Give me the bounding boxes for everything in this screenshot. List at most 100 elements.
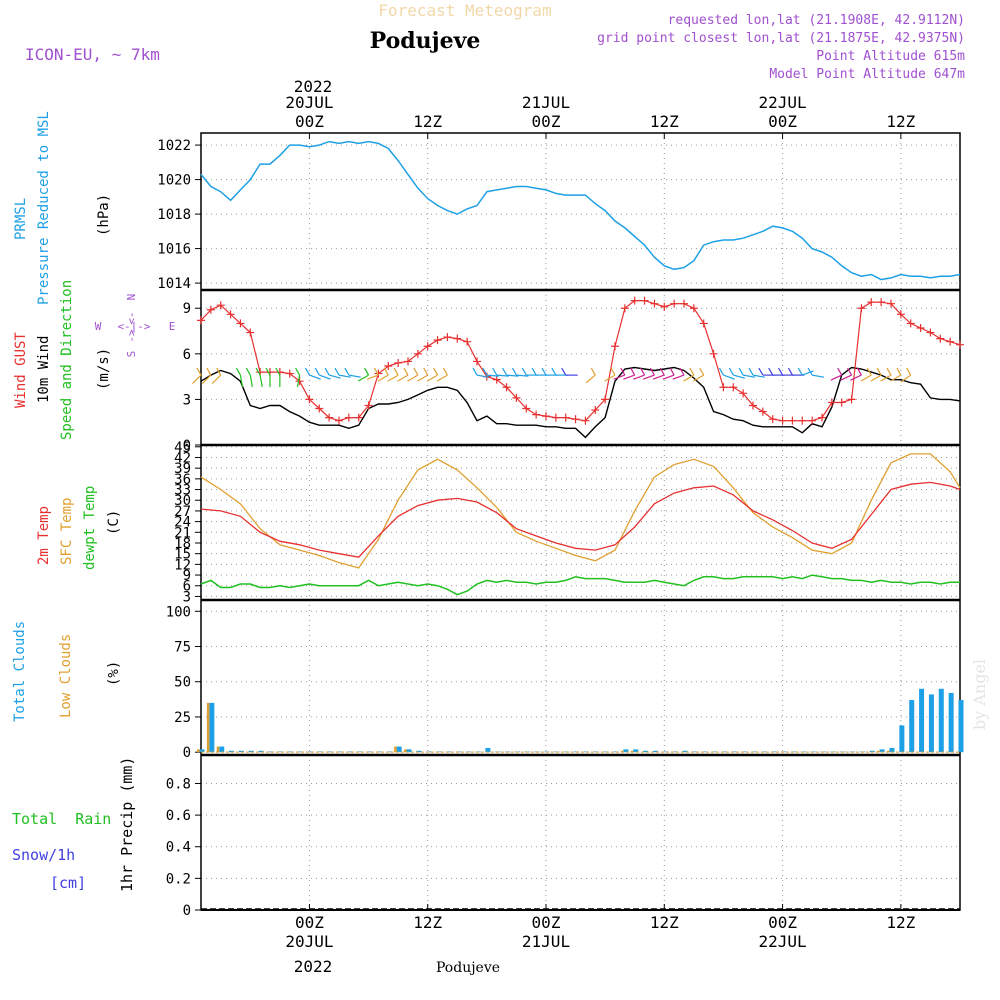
- wind-barb-flag-43: [492, 367, 498, 376]
- wind-barb-flag-68: [738, 367, 744, 376]
- total-cloud-bar: [258, 750, 264, 753]
- gust-marker: [492, 375, 501, 384]
- gust-marker: [956, 340, 964, 349]
- gust-marker: [640, 296, 649, 305]
- total-cloud-bar: [199, 749, 205, 753]
- wind-barb-32: [377, 374, 389, 382]
- top-time-label-60-0: 12Z: [650, 112, 679, 131]
- total-cloud-bar: [278, 751, 284, 753]
- wind-barb-79: [840, 374, 852, 381]
- total-cloud-bar: [288, 751, 294, 753]
- gust-marker: [611, 342, 619, 351]
- wind-barb-flag-83: [886, 367, 892, 376]
- gust-marker: [571, 415, 580, 424]
- wind-barb-27: [338, 374, 351, 378]
- total-cloud-bar: [662, 751, 668, 753]
- gust-marker: [887, 299, 895, 308]
- low-cloud-bar: [620, 750, 624, 753]
- gust-marker: [689, 304, 698, 313]
- wind-barb-35: [407, 374, 419, 382]
- total-cloud-bar: [485, 747, 491, 753]
- gust-marker: [699, 319, 708, 328]
- gust-marker: [709, 349, 718, 358]
- wind-barb-flag-18: [245, 367, 251, 376]
- wind-barb-flag-38: [442, 367, 448, 376]
- wind10-line: [200, 366, 961, 439]
- ytick-label-1-0: 0: [183, 438, 191, 454]
- wind-barb-34: [397, 374, 409, 382]
- ytick-label-0-1016: 1016: [157, 242, 191, 258]
- gust-marker: [551, 413, 560, 422]
- total-cloud-bar: [919, 688, 925, 753]
- bottom-time-label-48-1: 21JUL: [522, 932, 570, 951]
- wind-barb-44: [506, 374, 519, 377]
- gust-marker: [788, 416, 797, 425]
- wind-barb-24: [309, 374, 321, 380]
- gust-marker: [512, 393, 521, 402]
- wind-barb-19: [259, 374, 263, 388]
- gust-marker: [808, 416, 817, 425]
- wind-barb-28: [348, 374, 361, 378]
- bottom-time-label-24-1: 20JUL: [285, 932, 333, 951]
- wind-barb-flag-80: [856, 367, 862, 376]
- sfc-temp-line: [200, 453, 961, 569]
- wind-barb-25: [319, 374, 331, 380]
- gust-marker: [206, 305, 215, 314]
- gust-marker: [591, 406, 600, 415]
- total-cloud-bar: [731, 751, 737, 753]
- ytick-label-4-0.2: 0.2: [166, 871, 191, 887]
- clouds-unit: (%): [106, 661, 122, 686]
- wind-barb-67: [733, 374, 746, 379]
- wind-barb-55: [604, 374, 616, 382]
- total-cloud-bar: [938, 688, 944, 753]
- gust-marker: [857, 304, 866, 313]
- wind-barb-56: [613, 374, 626, 380]
- ytick-label-2-39: 39: [174, 461, 191, 477]
- bottom-time-label-84-0: 12Z: [886, 913, 915, 932]
- wind-barb-flag-24: [304, 367, 310, 376]
- total-cloud-bar: [209, 702, 215, 753]
- ytick-label-0-1022: 1022: [157, 138, 191, 154]
- gust-marker: [768, 415, 777, 424]
- top-time-label-72-0: 22JUL: [758, 93, 806, 112]
- wind-barb-83: [880, 374, 892, 382]
- gust-marker: [798, 416, 807, 425]
- gust-marker: [680, 299, 688, 308]
- wind-barb-flag-46: [521, 367, 527, 376]
- wind-barb-flag-67: [728, 367, 734, 376]
- total-cloud-bar: [633, 749, 639, 753]
- ytick-label-2-12: 12: [174, 557, 191, 573]
- compass-n: N: [125, 294, 138, 301]
- ytick-label-1-9: 9: [183, 301, 191, 317]
- wind-barb-flag-15: [216, 367, 222, 376]
- total-cloud-bar: [357, 751, 363, 753]
- compass-s: S: [125, 351, 138, 358]
- snow-unit: [cm]: [50, 874, 86, 892]
- ytick-label-4-0.8: 0.8: [166, 776, 191, 792]
- dewpt-label: dewpt Temp: [82, 486, 98, 570]
- wind-barb-flag-36: [423, 367, 429, 376]
- gust-marker: [818, 413, 826, 422]
- gust-marker: [532, 410, 541, 419]
- gust-marker: [364, 401, 373, 410]
- gust-marker: [827, 398, 836, 407]
- top-year: 2022: [294, 77, 333, 96]
- wind-barb-18: [249, 374, 253, 388]
- gust-marker: [236, 319, 245, 328]
- gust-marker: [630, 296, 639, 305]
- product-title: Forecast Meteogram: [378, 1, 551, 20]
- gust-marker: [581, 416, 590, 425]
- gust-marker: [473, 357, 481, 366]
- total-cloud-bar: [652, 750, 658, 753]
- wind-barb-80: [850, 374, 862, 381]
- total-cloud-bar: [958, 700, 964, 753]
- gust-marker: [896, 310, 905, 319]
- gust-marker: [946, 337, 955, 346]
- ytick-label-2-36: 36: [174, 472, 191, 488]
- ytick-label-2-33: 33: [174, 483, 191, 499]
- gust-marker: [936, 334, 945, 343]
- wind-barb-flag-34: [403, 367, 409, 376]
- low-cloud-bar: [197, 749, 200, 753]
- gust-marker: [670, 299, 679, 308]
